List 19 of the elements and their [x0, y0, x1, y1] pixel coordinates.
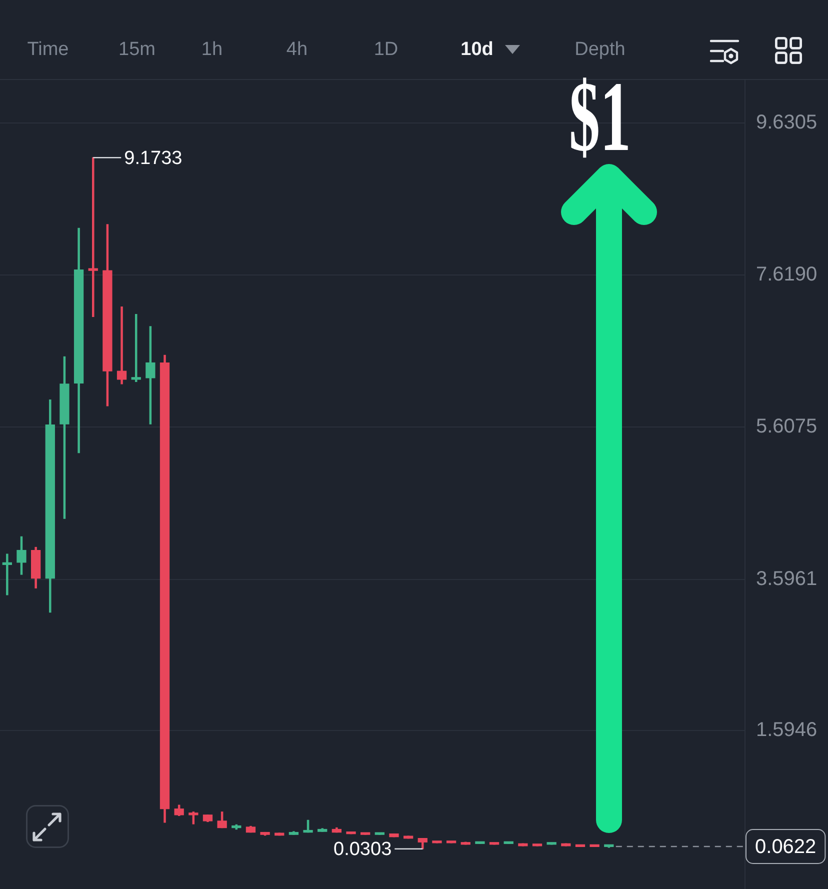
text: 4h — [286, 39, 308, 61]
text: Depth — [574, 39, 626, 61]
candlestick — [2, 554, 12, 596]
y-tick-label: 1.5946 — [756, 719, 818, 742]
y-tick-label: 3.5961 — [756, 568, 818, 590]
text: 10d — [460, 39, 494, 61]
annotation: 9.1733 — [124, 148, 182, 169]
ref-line-label: 0.0622 — [755, 836, 816, 858]
candlestick — [116, 306, 127, 384]
text: 15m — [118, 39, 156, 61]
text: 1h — [201, 39, 223, 61]
annotation: 0.0303 — [334, 839, 392, 860]
text: Time — [27, 39, 69, 61]
y-tick-label: 5.6075 — [756, 416, 818, 438]
annotation: $1 — [569, 61, 631, 172]
text: 1D — [374, 39, 398, 61]
y-tick-label: 9.6305 — [756, 112, 818, 134]
y-tick-label: 7.6190 — [756, 264, 818, 286]
candlestick — [88, 157, 98, 317]
